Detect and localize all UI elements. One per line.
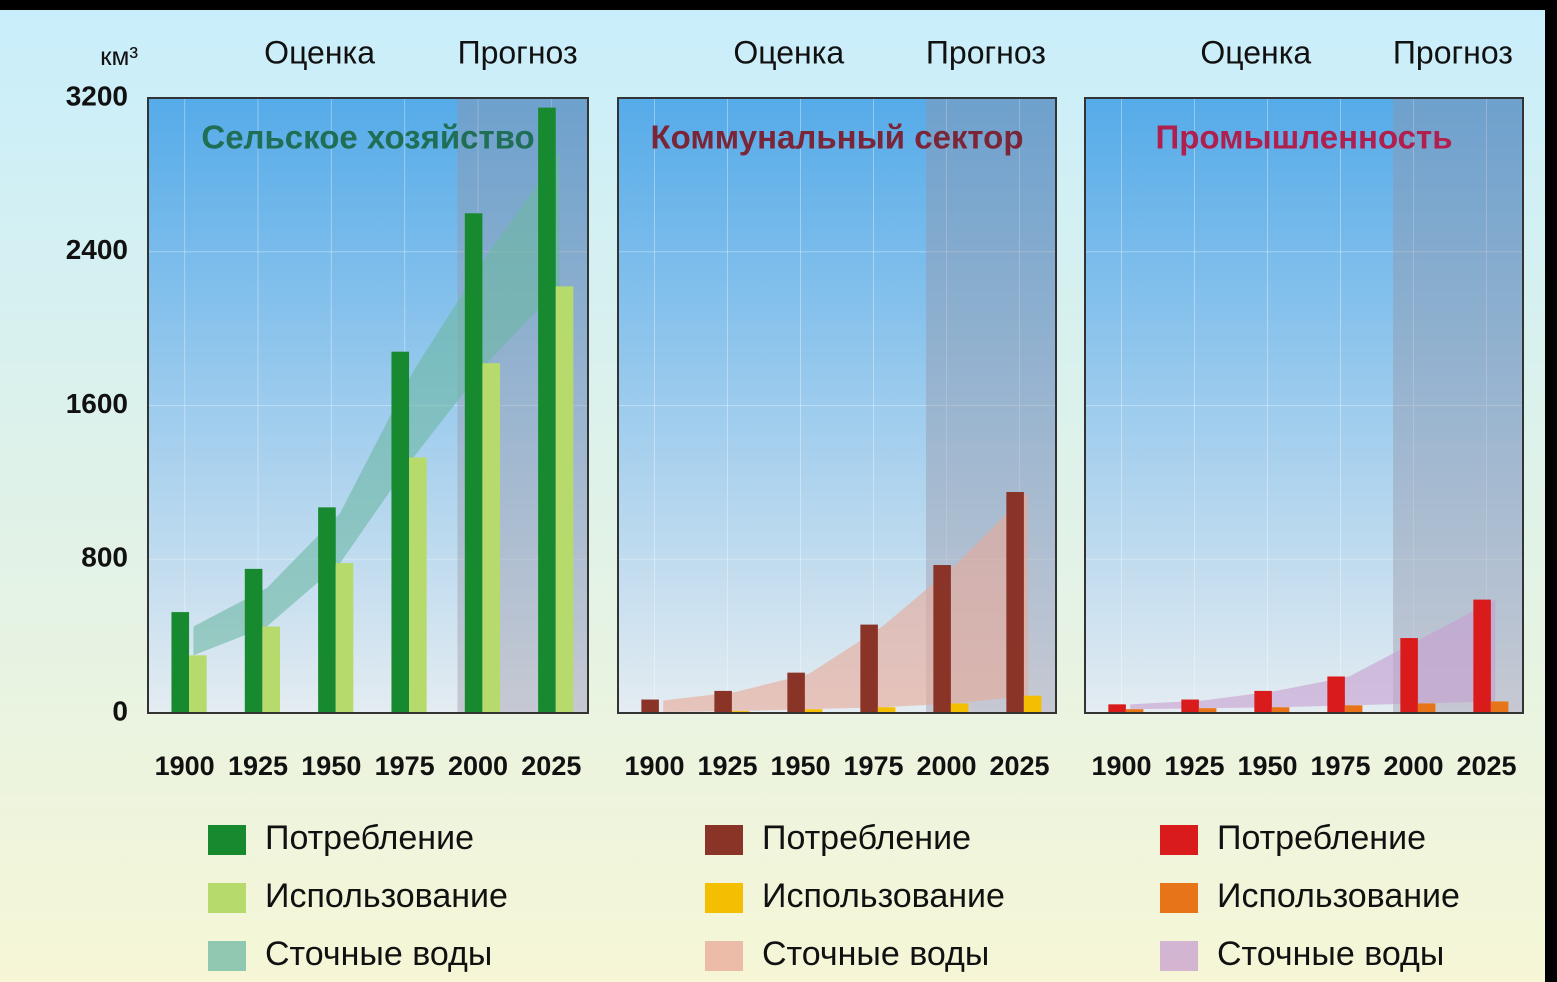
bar [464, 213, 483, 713]
legend-swatch [705, 825, 743, 855]
plot-area [1085, 98, 1523, 713]
x-tick-label: 1900 [1091, 751, 1151, 781]
bar [714, 690, 732, 713]
x-tick-label: 1975 [843, 751, 903, 781]
legend-label: Сточные воды [265, 935, 492, 973]
bar [189, 655, 207, 713]
bar [1254, 690, 1272, 713]
plot-area [148, 98, 588, 713]
x-tick-label: 1925 [1164, 751, 1224, 781]
x-tick-label: 2000 [916, 751, 976, 781]
bar [877, 707, 896, 713]
legend-swatch [208, 883, 246, 913]
plot-frame [1084, 97, 1524, 714]
bar [933, 565, 951, 713]
bar [1108, 704, 1126, 713]
x-tick-label: 2025 [989, 751, 1049, 781]
plot-frame [147, 97, 589, 714]
legend-label: Потребление [265, 819, 474, 857]
bar [538, 107, 556, 713]
annotation: Прогноз [926, 34, 1046, 70]
legend-label: Использование [265, 877, 508, 915]
bar [391, 351, 410, 713]
x-tick-label: 1900 [624, 751, 684, 781]
bar [262, 626, 280, 713]
bar [482, 363, 500, 713]
bar [409, 457, 427, 713]
annotation: Оценка [1200, 34, 1311, 70]
x-tick-label: 1975 [375, 751, 435, 781]
bar [641, 699, 659, 713]
x-tick-label: 1925 [228, 751, 288, 781]
y-tick-label: 1600 [66, 388, 128, 419]
bar [171, 612, 190, 713]
bar [1344, 705, 1363, 713]
legend-swatch [705, 941, 743, 971]
legend-swatch [1160, 883, 1198, 913]
legend-label: Использование [1217, 877, 1460, 915]
bar [1417, 703, 1436, 713]
bar [1198, 708, 1217, 713]
y-tick-label: 800 [81, 542, 128, 573]
y-tick-label: 3200 [66, 80, 128, 111]
bar [335, 563, 354, 713]
x-tick-label: 1925 [697, 751, 757, 781]
legend-label: Использование [762, 877, 1005, 915]
y-axis-label: км³ [100, 41, 138, 71]
legend-label: Сточные воды [1217, 935, 1444, 973]
x-tick-label: 2025 [521, 751, 581, 781]
bar [318, 507, 336, 713]
legend-label: Сточные воды [762, 935, 989, 973]
legend-label: Потребление [762, 819, 971, 857]
x-tick-label: 2000 [1383, 751, 1443, 781]
bar [1400, 638, 1418, 713]
x-tick-label: 1950 [301, 751, 361, 781]
bar [804, 709, 823, 713]
forecast-region [1393, 98, 1523, 713]
bar [1181, 699, 1199, 713]
annotation: Прогноз [458, 34, 578, 70]
legend-swatch [208, 941, 246, 971]
legend-swatch [1160, 825, 1198, 855]
x-tick-label: 1950 [770, 751, 830, 781]
x-tick-label: 1975 [1310, 751, 1370, 781]
bar [555, 286, 574, 713]
annotation: Прогноз [1393, 34, 1513, 70]
plot-frame [617, 97, 1057, 714]
bar [860, 624, 878, 713]
bar [1473, 599, 1491, 713]
bar [1023, 695, 1042, 713]
legend-swatch [1160, 941, 1198, 971]
bar [950, 703, 969, 713]
bar [1490, 701, 1509, 713]
panel-title: Сельское хозяйство [201, 119, 534, 156]
x-tick-label: 2000 [448, 751, 508, 781]
x-tick-label: 1900 [155, 751, 215, 781]
annotation: Оценка [733, 34, 844, 70]
legend-label: Потребление [1217, 819, 1426, 857]
legend-swatch [208, 825, 246, 855]
panel-title: Промышленность [1156, 119, 1453, 156]
annotation: Оценка [264, 34, 375, 70]
bar [1006, 491, 1024, 713]
x-tick-label: 2025 [1456, 751, 1516, 781]
bar [1271, 707, 1290, 713]
y-tick-label: 2400 [66, 234, 128, 265]
legend-swatch [705, 883, 743, 913]
panel-title: Коммунальный сектор [651, 119, 1024, 156]
x-tick-label: 1950 [1237, 751, 1297, 781]
y-tick-label: 0 [112, 695, 128, 726]
bar [244, 568, 263, 713]
bar [1327, 676, 1345, 713]
bar [787, 672, 805, 713]
bar [1125, 709, 1144, 713]
